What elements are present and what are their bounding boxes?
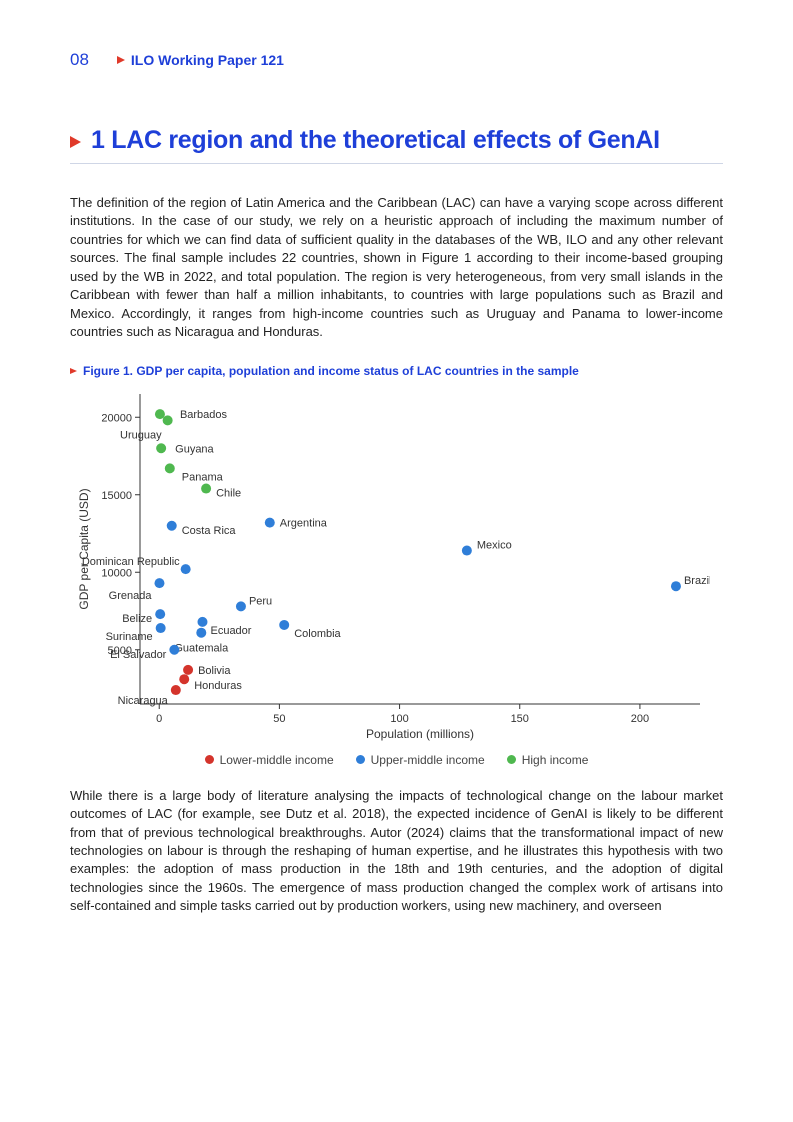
triangle-right-icon (70, 368, 77, 374)
svg-text:50: 50 (273, 713, 285, 725)
svg-text:Guyana: Guyana (175, 443, 214, 455)
svg-text:Brazil: Brazil (684, 575, 710, 587)
svg-text:GDP per Capita (USD): GDP per Capita (USD) (77, 488, 91, 609)
svg-text:0: 0 (156, 713, 162, 725)
svg-text:Colombia: Colombia (294, 628, 341, 640)
legend-item: Lower-middle income (205, 753, 334, 767)
svg-text:Ecuador: Ecuador (210, 624, 251, 636)
svg-text:Grenada: Grenada (109, 590, 153, 602)
svg-text:Peru: Peru (249, 595, 272, 607)
svg-text:Belize: Belize (122, 613, 152, 625)
chart-svg: 5000100001500020000050100150200Populatio… (70, 384, 710, 744)
svg-text:Bolivia: Bolivia (198, 665, 231, 677)
svg-text:Barbados: Barbados (180, 409, 228, 421)
svg-text:Costa Rica: Costa Rica (182, 524, 237, 536)
svg-text:150: 150 (511, 713, 529, 725)
body-paragraph: The definition of the region of Latin Am… (70, 194, 723, 342)
svg-text:Nicaragua: Nicaragua (118, 695, 169, 707)
page-header: 08 ILO Working Paper 121 (70, 50, 723, 70)
figure-caption: Figure 1. GDP per capita, population and… (83, 364, 579, 378)
svg-text:Argentina: Argentina (280, 517, 328, 529)
svg-text:100: 100 (390, 713, 408, 725)
svg-text:Dominican Republic: Dominican Republic (82, 556, 180, 568)
section-heading-row: 1 LAC region and the theoretical effects… (70, 126, 723, 155)
svg-text:Panama: Panama (182, 471, 224, 483)
svg-text:Mexico: Mexico (477, 539, 512, 551)
legend-dot-icon (507, 755, 516, 764)
svg-text:Uruguay: Uruguay (120, 429, 162, 441)
legend-dot-icon (205, 755, 214, 764)
header-text: ILO Working Paper 121 (131, 52, 284, 68)
legend-dot-icon (356, 755, 365, 764)
legend-label: Lower-middle income (220, 753, 334, 767)
triangle-right-icon (70, 136, 81, 148)
section-title: 1 LAC region and the theoretical effects… (91, 126, 660, 155)
legend-label: High income (522, 753, 589, 767)
legend-item: Upper-middle income (356, 753, 485, 767)
legend-item: High income (507, 753, 589, 767)
body-paragraph: While there is a large body of literatur… (70, 787, 723, 916)
svg-text:Population (millions): Population (millions) (366, 727, 474, 741)
svg-text:Honduras: Honduras (194, 680, 242, 692)
page-number: 08 (70, 50, 89, 70)
divider (70, 163, 723, 164)
svg-text:El Salvador: El Salvador (110, 648, 167, 660)
svg-text:200: 200 (631, 713, 649, 725)
svg-text:Chile: Chile (216, 487, 241, 499)
svg-text:20000: 20000 (101, 412, 132, 424)
svg-text:10000: 10000 (101, 567, 132, 579)
scatter-chart: 5000100001500020000050100150200Populatio… (70, 384, 723, 767)
header-reference: ILO Working Paper 121 (117, 52, 284, 68)
figure-caption-row: Figure 1. GDP per capita, population and… (70, 364, 723, 378)
triangle-right-icon (117, 56, 125, 64)
svg-text:15000: 15000 (101, 489, 132, 501)
svg-text:Suriname: Suriname (106, 631, 153, 643)
svg-text:Guatemala: Guatemala (174, 642, 229, 654)
legend-label: Upper-middle income (371, 753, 485, 767)
chart-legend: Lower-middle income Upper-middle income Hi… (70, 753, 723, 767)
